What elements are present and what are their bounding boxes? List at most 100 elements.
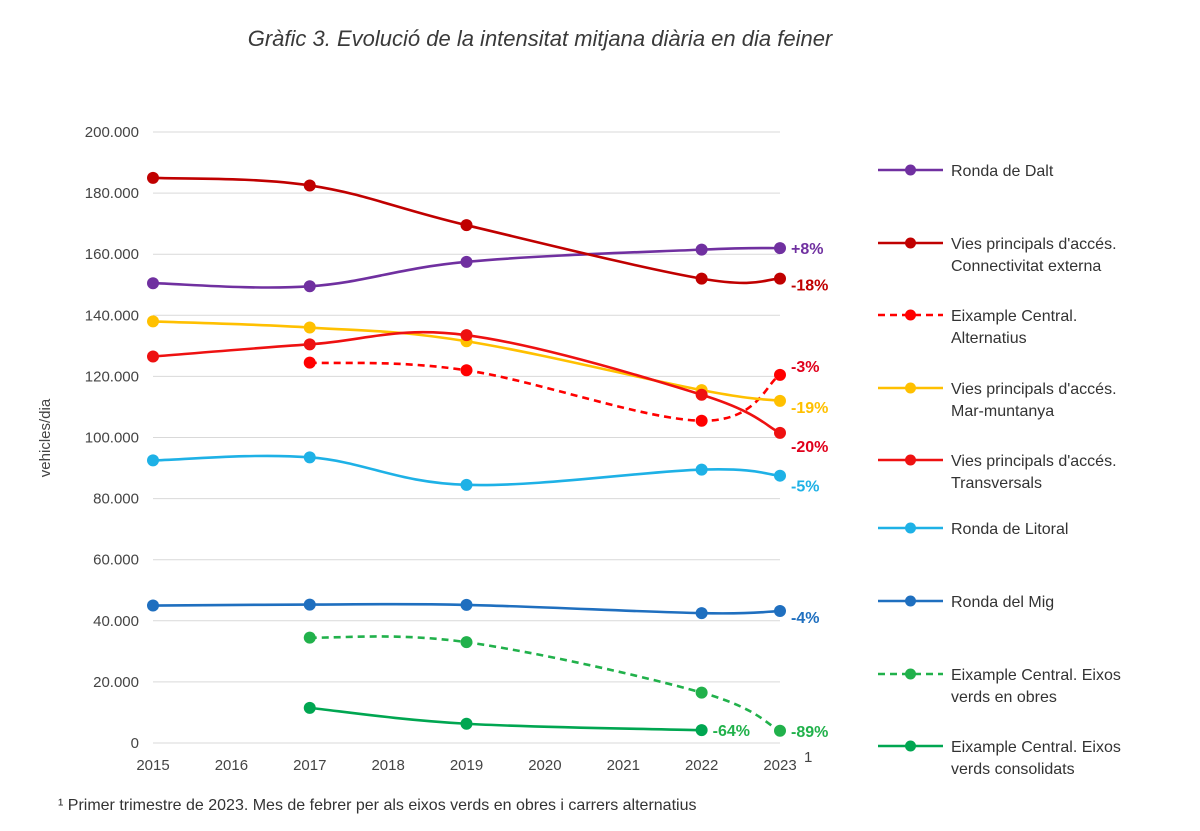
y-tick-label: 40.000: [93, 613, 139, 630]
data-point: [774, 469, 786, 482]
y-tick-label: 80.000: [93, 491, 139, 508]
x-tick-label: 2018: [371, 757, 404, 774]
end-label: -3%: [791, 359, 819, 376]
y-axis-label: vehicles/dia: [37, 398, 54, 477]
legend-swatch-marker: [905, 522, 916, 534]
data-point: [303, 598, 316, 611]
y-tick-label: 100.000: [85, 430, 139, 447]
y-tick-label: 60.000: [93, 552, 139, 569]
data-point: [147, 315, 159, 328]
x-axis-ticks: 2015 2016 2017 2018 2019 2020 2021 2022 2023 1: [136, 749, 812, 774]
end-label: -19%: [791, 400, 828, 417]
end-label: -20%: [791, 439, 828, 456]
data-point: [460, 636, 473, 649]
y-tick-label: 20.000: [93, 674, 139, 691]
data-point: [774, 394, 786, 407]
legend-label: Eixample Central. Eixos: [951, 667, 1121, 684]
data-point: [695, 607, 708, 620]
legend-label: Eixample Central.: [951, 308, 1077, 325]
data-point: [303, 451, 316, 464]
y-tick-label: 140.000: [85, 307, 139, 324]
x-tick-label: 2022: [685, 757, 718, 774]
series-line: [309, 706, 702, 732]
y-tick-label: 0: [131, 735, 139, 752]
legend-swatch-marker: [905, 164, 916, 176]
legend-swatch-marker: [905, 595, 916, 607]
data-point: [303, 338, 316, 351]
data-point: [460, 598, 473, 611]
data-point: [147, 277, 159, 290]
footnote: ¹ Primer trimestre de 2023. Mes de febre…: [58, 797, 697, 814]
data-point: [303, 179, 316, 192]
end-label: -18%: [791, 278, 828, 295]
legend-label: Vies principals d'accés.: [951, 381, 1117, 398]
legend-label: Alternatius: [951, 330, 1027, 347]
legend-swatch-marker: [905, 237, 916, 249]
legend-label: Vies principals d'accés.: [951, 236, 1117, 253]
data-point: [774, 605, 786, 618]
end-label: -5%: [791, 479, 819, 496]
data-point: [460, 478, 473, 491]
data-point: [695, 463, 708, 476]
data-point: [774, 242, 786, 255]
legend-label: Mar-muntanya: [951, 403, 1054, 420]
y-tick-label: 160.000: [85, 246, 139, 263]
data-point: [147, 171, 159, 184]
x-tick-label: 2021: [607, 757, 640, 774]
x-tick-label: 2023: [763, 757, 796, 774]
data-point: [303, 631, 316, 644]
y-tick-label: 200.000: [85, 124, 139, 141]
data-point: [695, 272, 708, 285]
legend-label: Ronda de Dalt: [951, 163, 1054, 180]
data-point: [695, 686, 708, 699]
gridlines: [153, 131, 780, 744]
data-point: [460, 219, 473, 232]
data-point: [460, 255, 473, 268]
chart-title: Gràfic 3. Evolució de la intensitat mitj…: [247, 26, 833, 51]
legend-label: verds en obres: [951, 689, 1057, 706]
data-point: [303, 701, 316, 714]
data-point: [774, 426, 786, 439]
series-group: [147, 171, 786, 737]
y-tick-label: 120.000: [85, 368, 139, 385]
data-point: [303, 321, 316, 334]
y-tick-label: 180.000: [85, 185, 139, 202]
data-point: [460, 364, 473, 377]
data-point: [147, 350, 159, 363]
legend-label: Eixample Central. Eixos: [951, 739, 1121, 756]
y-axis-ticks: 0 20.000 40.000 60.000 80.000 100.000 120.000 1…: [85, 124, 139, 752]
x-tick-label: 2016: [215, 757, 248, 774]
x-tick-label: 2019: [450, 757, 483, 774]
series-line: [309, 635, 781, 732]
end-label: +8%: [791, 241, 823, 258]
data-point: [147, 599, 159, 612]
series-line: [152, 330, 781, 435]
x-tick-label: 2020: [528, 757, 561, 774]
end-label: -89%: [791, 724, 828, 741]
data-point: [303, 280, 316, 293]
data-point: [695, 388, 708, 401]
series-line: [309, 361, 781, 423]
legend-label: Ronda del Mig: [951, 594, 1054, 611]
legend-swatch-marker: [905, 668, 916, 680]
legend-swatch-marker: [905, 454, 916, 466]
legend-swatch-marker: [905, 382, 916, 394]
legend: Ronda de Dalt Vies principals d'accés. Con…: [878, 163, 1121, 778]
legend-swatch-marker: [905, 309, 916, 321]
legend-label: Vies principals d'accés.: [951, 453, 1117, 470]
data-point: [695, 243, 708, 256]
legend-label: Transversals: [951, 475, 1042, 492]
x-tick-label: 2015: [136, 757, 169, 774]
data-point: [147, 454, 159, 467]
data-point: [695, 724, 708, 737]
legend-label: verds consolidats: [951, 761, 1075, 778]
data-point: [774, 272, 786, 285]
data-point: [460, 717, 473, 730]
data-point: [774, 724, 786, 737]
legend-label: Connectivitat externa: [951, 258, 1101, 275]
legend-label: Ronda de Litoral: [951, 521, 1068, 538]
data-point: [303, 356, 316, 369]
end-labels: +8% -18% -3% -19% -20% -5% -4% -89% -64%: [713, 241, 829, 741]
data-point: [695, 414, 708, 427]
